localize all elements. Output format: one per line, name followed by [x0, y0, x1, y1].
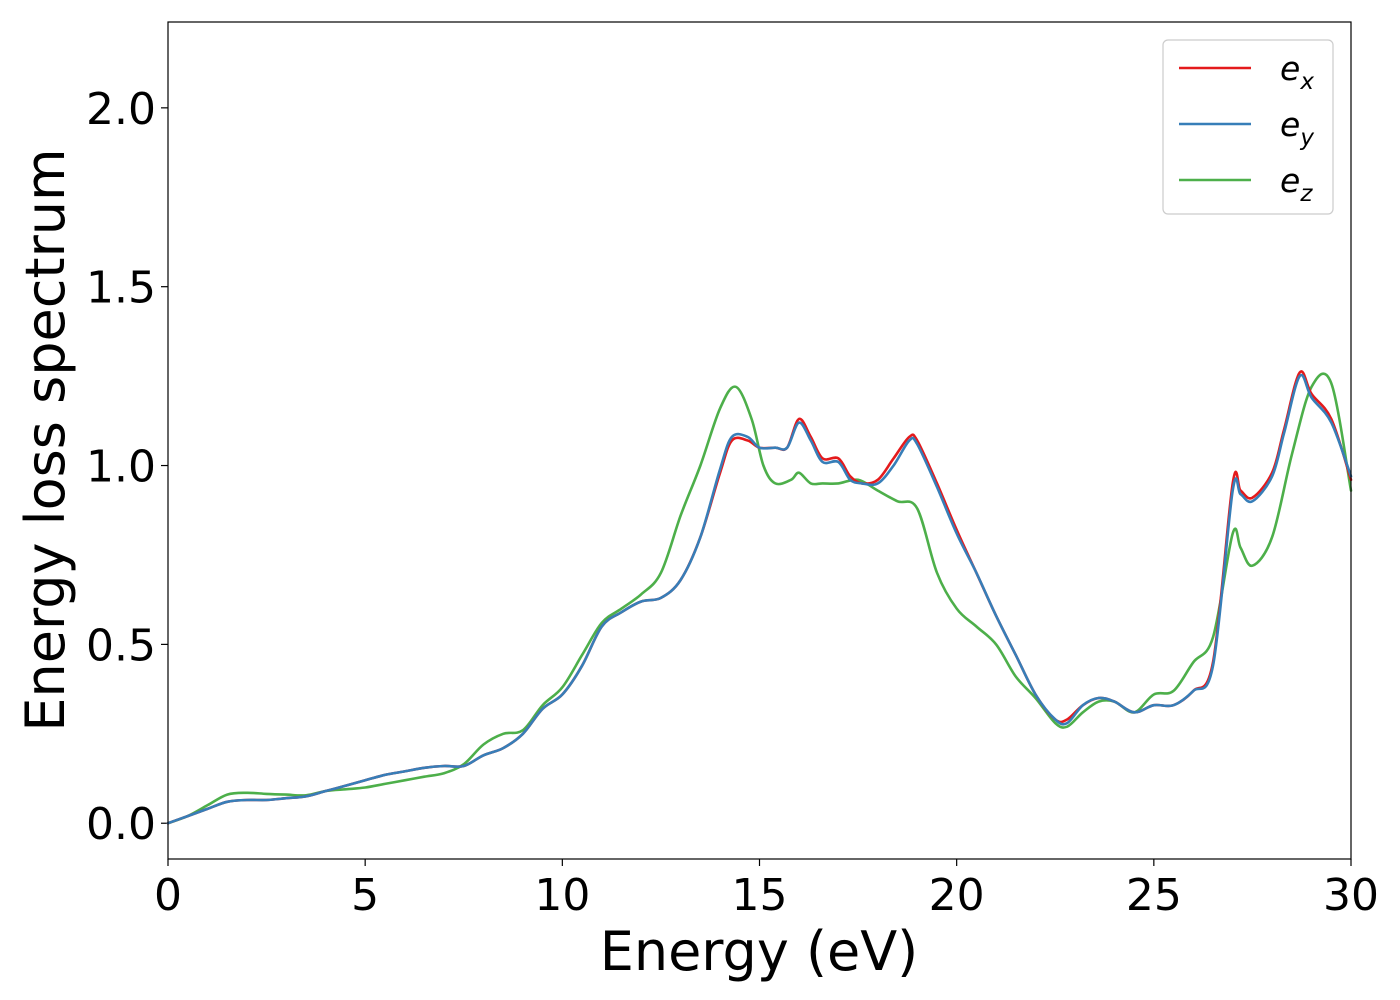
legend-label-subscript: z	[1299, 181, 1313, 207]
x-tick-label: 20	[929, 870, 985, 921]
axis-ticks: 0 5 10 15 20 25 30 0.0 0.5 1.0 1.5 2.0	[86, 84, 1379, 921]
series-line-y	[166, 373, 1353, 825]
y-tick-label: 1.0	[86, 442, 156, 493]
y-tick-label: 0.5	[86, 620, 156, 671]
legend-label-subscript: y	[1299, 125, 1314, 151]
legend-label-subscript: x	[1299, 69, 1314, 95]
series-line-x	[166, 370, 1353, 825]
plot-frame	[167, 21, 1352, 860]
x-tick-label: 5	[351, 870, 379, 921]
x-tick-label: 30	[1323, 870, 1379, 921]
x-axis-label: Energy (eV)	[600, 920, 919, 983]
y-tick-label: 2.0	[86, 84, 156, 135]
legend-box	[1162, 39, 1334, 215]
series-lines	[166, 370, 1353, 825]
y-axis-label: Energy loss spectrum	[14, 148, 77, 731]
y-tick-label: 0.0	[86, 799, 156, 850]
x-tick-label: 25	[1126, 870, 1182, 921]
legend-label-base: e	[1280, 49, 1300, 88]
legend-label-base: e	[1280, 105, 1300, 144]
legend-label-x: ex	[1280, 49, 1314, 95]
legend-label-y: ey	[1280, 105, 1314, 151]
legend-label-base: e	[1280, 161, 1300, 200]
legend-label-z: ez	[1280, 161, 1313, 207]
x-tick-label: 10	[534, 870, 590, 921]
series-line-z	[166, 372, 1353, 825]
x-tick-label: 15	[732, 870, 788, 921]
x-tick-label: 0	[154, 870, 182, 921]
y-tick-label: 1.5	[86, 263, 156, 314]
